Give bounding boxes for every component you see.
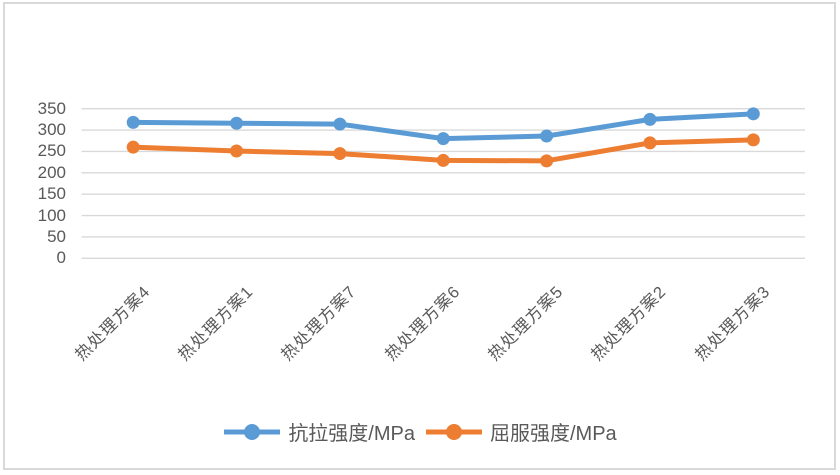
- legend-item-yield-strength: 屈服强度/MPa: [425, 417, 617, 446]
- data-point-marker: [230, 144, 244, 158]
- data-point-marker: [230, 116, 244, 130]
- data-point-marker: [436, 153, 450, 167]
- data-point-marker: [540, 154, 554, 168]
- y-axis-tick-label: 150: [37, 184, 66, 204]
- data-point-marker: [643, 112, 657, 126]
- y-axis-tick-label: 50: [47, 226, 66, 246]
- y-axis-tick-label: 350: [37, 98, 66, 118]
- data-point-marker: [746, 107, 760, 121]
- y-axis-tick-label: 0: [56, 248, 66, 268]
- data-point-marker: [126, 140, 140, 154]
- data-point-marker: [126, 115, 140, 129]
- data-point-marker: [540, 129, 554, 143]
- legend-label: 抗拉强度/MPa: [288, 423, 415, 445]
- data-point-marker: [746, 133, 760, 147]
- legend-label: 屈服强度/MPa: [490, 423, 617, 445]
- y-axis-tick-label: 300: [37, 120, 66, 140]
- chart-legend: 抗拉强度/MPa 屈服强度/MPa: [0, 417, 840, 446]
- data-point-marker: [643, 136, 657, 150]
- legend-item-tensile-strength: 抗拉强度/MPa: [223, 417, 415, 446]
- data-point-marker: [436, 132, 450, 146]
- legend-line-marker-icon: [426, 423, 482, 440]
- y-axis-tick-label: 100: [37, 205, 66, 225]
- y-axis-tick-label: 250: [37, 141, 66, 161]
- data-point-marker: [333, 117, 347, 131]
- data-point-marker: [333, 147, 347, 161]
- y-axis-tick-label: 200: [37, 162, 66, 182]
- legend-line-marker-icon: [224, 423, 281, 440]
